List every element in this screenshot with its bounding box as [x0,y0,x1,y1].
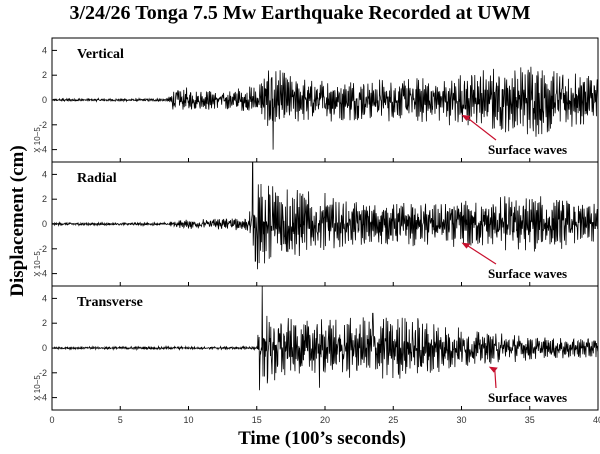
panel-label-transverse: Transverse [77,295,143,310]
x-tick-label: 10 [183,415,193,425]
x-tick-label: 15 [252,415,262,425]
x-tick-label: 5 [118,415,123,425]
y-tick-label: 4 [42,169,47,179]
annotation-arrowhead [461,242,471,249]
annotation-arrowhead [461,114,471,121]
x-tick-label: 40 [593,415,600,425]
y-tick-label: -2 [39,244,47,254]
annotation-arrow [467,117,497,141]
x-tick-label: 35 [525,415,535,425]
annotation-arrow [467,245,497,265]
panel-label-vertical: Vertical [77,47,124,62]
x-tick-label: 25 [388,415,398,425]
waveform-transverse [51,285,599,391]
waveform-vertical [52,66,599,150]
annotation-arrow [494,369,497,389]
x-tick-label: 30 [456,415,466,425]
waveform-radial [51,161,599,270]
y-scale-label: X 10−5 [33,251,42,277]
chart-title: 3/24/26 Tonga 7.5 Mw Earthquake Recorded… [69,2,531,24]
y-tick-label: -2 [39,368,47,378]
y-tick-label: 2 [42,318,47,328]
y-tick-label: 2 [42,70,47,80]
annotation-surface-waves: Surface waves [488,390,567,405]
y-tick-label: 0 [42,95,47,105]
x-axis-label: Time (100’s seconds) [238,428,406,449]
y-tick-label: 0 [42,219,47,229]
y-tick-label: -2 [39,120,47,130]
x-tick-label: 20 [320,415,330,425]
y-scale-label: X 10−5 [33,127,42,153]
y-scale-label: X 10−5 [33,375,42,401]
y-tick-label: 4 [42,293,47,303]
annotation-surface-waves: Surface waves [488,266,567,281]
y-tick-label: 2 [42,194,47,204]
y-tick-label: 4 [42,45,47,55]
y-tick-label: 0 [42,343,47,353]
y-tick-label: -4 [39,145,47,155]
panel-label-radial: Radial [77,171,117,186]
annotation-surface-waves: Surface waves [488,142,567,157]
annotation-arrowhead [488,366,498,373]
x-tick-label: 0 [49,415,54,425]
y-tick-label: -4 [39,393,47,403]
y-tick-label: -4 [39,269,47,279]
